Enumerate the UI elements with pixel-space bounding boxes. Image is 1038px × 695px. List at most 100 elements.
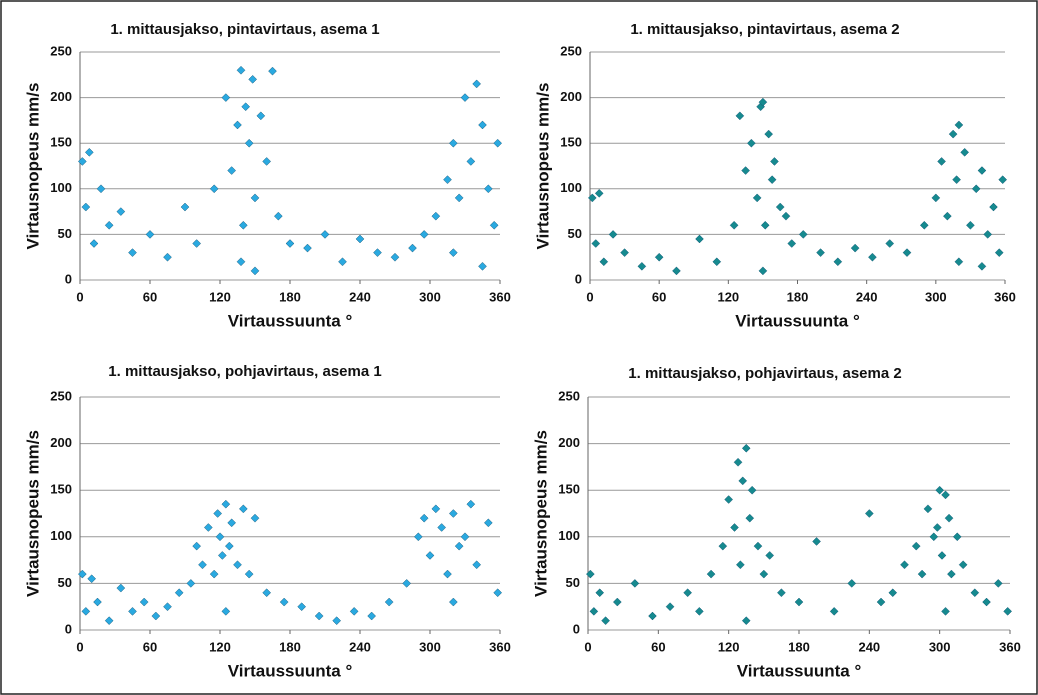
point bbox=[902, 248, 912, 257]
point bbox=[314, 611, 324, 621]
point bbox=[431, 211, 441, 221]
x-tick-label: 120 bbox=[718, 639, 740, 654]
point bbox=[977, 261, 987, 271]
point bbox=[104, 616, 114, 626]
point bbox=[994, 248, 1004, 257]
point bbox=[460, 93, 470, 102]
point bbox=[493, 588, 503, 598]
point bbox=[777, 588, 786, 598]
point bbox=[599, 257, 609, 267]
x-tick-label: 60 bbox=[143, 639, 157, 654]
point bbox=[888, 588, 898, 598]
y-axis-label: Virtausnopeus mm/s bbox=[531, 430, 550, 597]
point bbox=[128, 248, 137, 257]
point bbox=[413, 532, 423, 542]
point bbox=[248, 75, 258, 84]
point bbox=[215, 532, 225, 542]
point bbox=[285, 239, 295, 248]
point bbox=[493, 138, 503, 148]
x-axis-label: Virtaussuunta ° bbox=[735, 311, 860, 330]
point bbox=[273, 211, 283, 221]
chart-title: 1. mittausjakso, pohjavirtaus, asema 2 bbox=[628, 365, 901, 382]
point bbox=[935, 485, 945, 495]
point bbox=[770, 157, 779, 166]
chart-title: 1. mittausjakso, pohjavirtaus, asema 1 bbox=[108, 363, 381, 380]
point bbox=[128, 607, 137, 616]
x-tick-label: 360 bbox=[999, 639, 1021, 654]
point bbox=[932, 523, 942, 532]
x-axis-label: Virtaussuunta ° bbox=[737, 661, 862, 680]
point bbox=[373, 248, 382, 257]
point bbox=[151, 611, 161, 621]
x-axis-label: Virtaussuunta ° bbox=[228, 311, 353, 330]
point bbox=[943, 211, 952, 221]
y-tick-label: 250 bbox=[50, 388, 72, 403]
point bbox=[355, 234, 365, 244]
point bbox=[443, 175, 452, 185]
y-tick-label: 200 bbox=[50, 435, 72, 450]
x-tick-label: 0 bbox=[76, 289, 83, 304]
point bbox=[221, 93, 231, 102]
point bbox=[917, 569, 927, 579]
y-tick-label: 100 bbox=[50, 528, 72, 543]
y-tick-label: 250 bbox=[558, 388, 580, 403]
y-tick-label: 150 bbox=[560, 135, 582, 150]
point bbox=[279, 597, 289, 607]
point bbox=[738, 476, 748, 486]
point bbox=[758, 97, 768, 107]
x-tick-label: 300 bbox=[929, 639, 951, 654]
point bbox=[186, 579, 196, 588]
point bbox=[952, 175, 961, 185]
point bbox=[919, 220, 929, 230]
point bbox=[236, 65, 246, 75]
point bbox=[448, 138, 458, 148]
point bbox=[236, 257, 246, 267]
point bbox=[947, 569, 956, 579]
point bbox=[850, 243, 860, 253]
point bbox=[672, 266, 681, 276]
point bbox=[425, 551, 435, 560]
point bbox=[116, 207, 126, 216]
point bbox=[612, 597, 622, 607]
point bbox=[864, 509, 874, 518]
point bbox=[349, 607, 359, 616]
point bbox=[84, 147, 94, 157]
point bbox=[384, 597, 394, 607]
point bbox=[1003, 607, 1013, 616]
x-tick-label: 300 bbox=[419, 289, 441, 304]
point bbox=[937, 551, 947, 560]
point bbox=[595, 588, 605, 598]
point bbox=[320, 230, 330, 239]
point bbox=[954, 120, 964, 130]
point bbox=[695, 607, 704, 616]
point bbox=[958, 560, 968, 570]
point bbox=[977, 166, 987, 175]
point bbox=[982, 597, 991, 607]
point bbox=[591, 239, 601, 248]
point bbox=[733, 457, 743, 467]
x-tick-label: 120 bbox=[209, 639, 231, 654]
point bbox=[971, 184, 981, 194]
point bbox=[241, 102, 251, 112]
point bbox=[460, 532, 470, 542]
y-tick-label: 0 bbox=[65, 621, 72, 636]
x-tick-label: 360 bbox=[489, 639, 511, 654]
x-tick-label: 240 bbox=[349, 639, 371, 654]
point bbox=[448, 248, 458, 257]
point bbox=[931, 193, 941, 203]
x-tick-label: 120 bbox=[209, 289, 231, 304]
point bbox=[747, 485, 757, 495]
point bbox=[163, 602, 172, 612]
x-tick-label: 300 bbox=[419, 639, 441, 654]
point bbox=[765, 551, 775, 560]
x-tick-label: 180 bbox=[279, 639, 301, 654]
point bbox=[767, 175, 777, 185]
point bbox=[81, 607, 91, 616]
point bbox=[466, 157, 476, 166]
point bbox=[192, 541, 202, 551]
point bbox=[431, 504, 441, 514]
x-tick-label: 300 bbox=[925, 289, 947, 304]
y-tick-label: 150 bbox=[50, 135, 72, 150]
y-tick-label: 200 bbox=[558, 435, 580, 450]
y-axis-label: Virtausnopeus mm/s bbox=[23, 83, 42, 250]
